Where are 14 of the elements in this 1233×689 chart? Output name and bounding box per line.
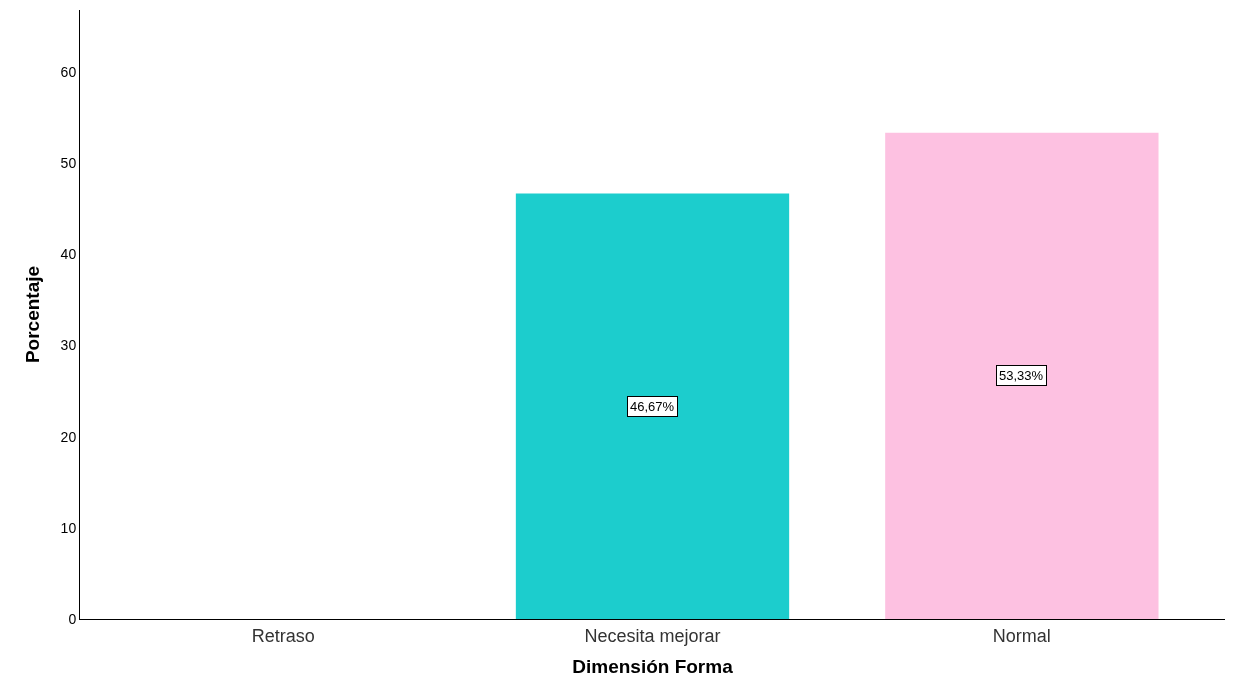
y-tick-label: 60 [60, 63, 77, 80]
x-tick-label: Normal [992, 625, 1051, 646]
x-axis-title: Dimensión Forma [572, 656, 734, 678]
data-label: 53,33% [999, 368, 1044, 383]
y-axis-title: Porcentaje [22, 265, 44, 364]
y-tick-label: 30 [60, 337, 77, 354]
y-tick-label: 10 [60, 519, 77, 536]
y-tick-label: 50 [60, 155, 77, 172]
x-tick-label: Retraso [251, 625, 315, 646]
x-tick-label: Necesita mejorar [584, 625, 721, 646]
data-label: 46,67% [630, 399, 675, 414]
y-tick-label: 20 [60, 428, 77, 445]
y-tick-label: 40 [60, 246, 77, 263]
y-tick-label: 0 [68, 610, 77, 627]
